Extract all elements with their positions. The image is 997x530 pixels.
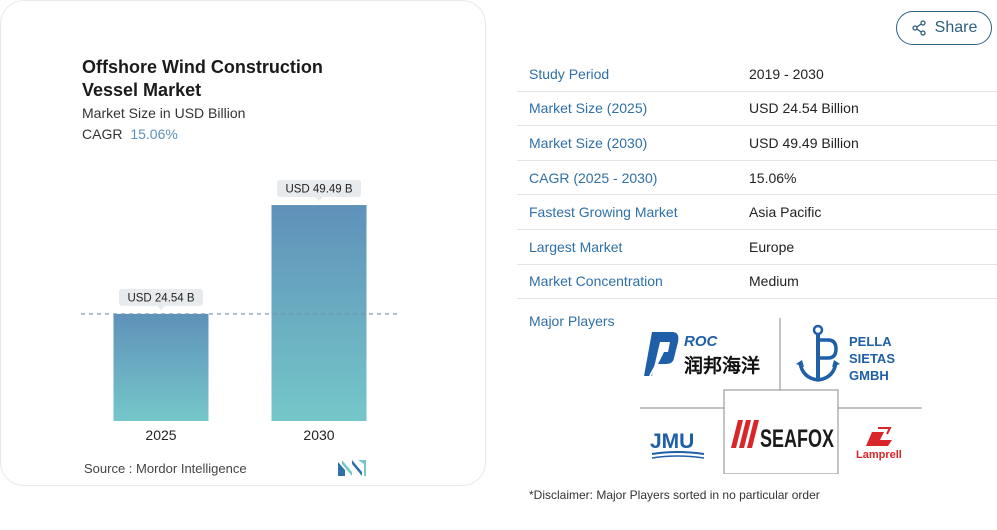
pella-sietas-logo-icon: PELLA SIETAS GMBH (796, 324, 895, 383)
cagr-row: CAGR 15.06% (82, 126, 178, 142)
data-label-2025: USD 24.54 B (119, 288, 203, 310)
bar-chart: USD 24.54 B 2025 USD 49.49 B 2030 (81, 180, 401, 443)
cagr-value: 15.06% (130, 126, 178, 142)
table-row: Study Period 2019 - 2030 (517, 57, 997, 92)
stat-value: USD 49.49 Billion (749, 134, 859, 151)
stat-value: Medium (749, 273, 799, 290)
x-tick-label: 2030 (303, 427, 334, 443)
source-text: Source : Mordor Intelligence (84, 461, 247, 476)
seafox-logo-text: SEAFOX (760, 425, 834, 453)
data-label-pointer (315, 197, 323, 202)
major-players-label: Major Players (529, 313, 615, 329)
pella-logo-line3: GMBH (849, 368, 889, 383)
stat-key: CAGR (2025 - 2030) (529, 169, 658, 186)
bar-2030 (271, 205, 367, 421)
table-row: Market Size (2030) USD 49.49 Billion (517, 126, 997, 161)
table-row: Largest Market Europe (517, 230, 997, 265)
roc-logo-en: ROC (684, 333, 719, 350)
stat-value: Asia Pacific (749, 204, 822, 221)
data-label-bg (119, 288, 203, 306)
stat-value: 15.06% (749, 169, 797, 186)
stat-key: Market Size (2030) (529, 134, 648, 151)
share-button[interactable]: Share (896, 11, 992, 45)
table-row: CAGR (2025 - 2030) 15.06% (517, 161, 997, 196)
stat-key: Fastest Growing Market (529, 204, 678, 221)
chart-subtitle: Market Size in USD Billion (82, 105, 246, 121)
stat-value: Europe (749, 238, 795, 255)
x-tick-label: 2025 (145, 427, 176, 443)
stat-key: Market Size (2025) (529, 100, 648, 117)
share-label: Share (934, 19, 978, 36)
table-row: Market Concentration Medium (517, 265, 997, 300)
market-stats-table: Study Period 2019 - 2030 Market Size (20… (517, 57, 997, 300)
data-label-bg (277, 180, 361, 198)
data-label-text: USD 24.54 B (127, 292, 194, 304)
source-label: Source : (84, 461, 133, 476)
seafox-logo-icon: SEAFOX (731, 420, 834, 453)
share-icon (911, 20, 926, 36)
pella-logo-line2: SIETAS (849, 351, 895, 366)
source-value: Mordor Intelligence (136, 461, 247, 476)
table-row: Fastest Growing Market Asia Pacific (517, 195, 997, 230)
stat-key: Market Concentration (529, 273, 663, 290)
stat-value: USD 24.54 Billion (749, 100, 859, 117)
data-label-2030: USD 49.49 B (277, 180, 361, 202)
roc-logo-icon: ROC 润邦海洋 (644, 332, 760, 377)
mordor-intelligence-logo-icon (338, 460, 366, 476)
jmu-logo-text: JMU (650, 430, 694, 453)
jmu-logo-icon: JMU (650, 430, 705, 459)
lamprell-logo-text: Lamprell (856, 449, 902, 461)
lamprell-logo-icon: Lamprell (856, 427, 902, 461)
major-players-logos: ROC 润邦海洋 PELLA SIETAS GMBH JMU SEAFOX La… (640, 318, 922, 474)
data-label-pointer (157, 305, 165, 310)
chart-title: Offshore Wind Construction Vessel Market (82, 57, 323, 100)
data-label-text: USD 49.49 B (285, 184, 352, 196)
stat-value: 2019 - 2030 (749, 65, 824, 82)
roc-logo-cn: 润邦海洋 (684, 354, 760, 377)
disclaimer-text: *Disclaimer: Major Players sorted in no … (529, 488, 820, 502)
stat-key: Study Period (529, 65, 610, 82)
pella-logo-line1: PELLA (849, 334, 892, 349)
cagr-label: CAGR (82, 126, 123, 142)
chart-card: Offshore Wind Construction Vessel Market… (0, 0, 486, 486)
stat-key: Largest Market (529, 238, 623, 255)
bar-2025 (113, 313, 209, 421)
table-row: Market Size (2025) USD 24.54 Billion (517, 92, 997, 127)
